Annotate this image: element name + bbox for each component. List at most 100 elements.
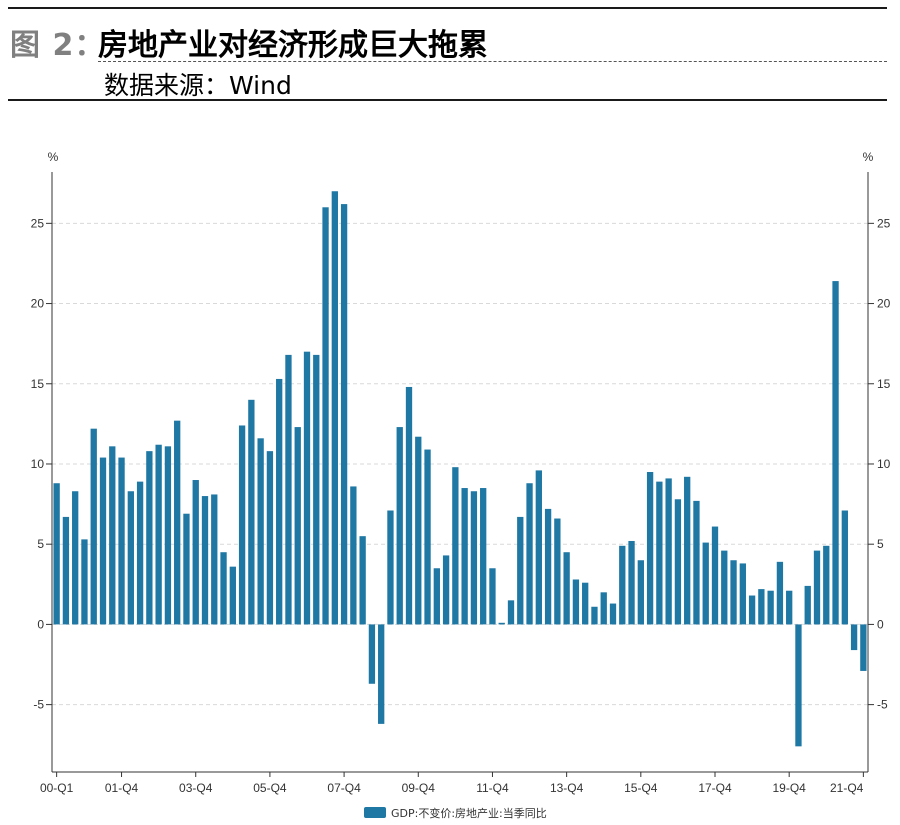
bar xyxy=(554,518,561,625)
y-tick-label-right: 10 xyxy=(877,457,891,471)
figure-title: 房地产业对经济形成巨大拖累 xyxy=(98,28,488,63)
bar xyxy=(62,516,70,625)
y-tick-label-right: 0 xyxy=(877,617,884,631)
bar xyxy=(860,624,867,671)
bar xyxy=(229,566,236,625)
bar xyxy=(748,595,756,625)
bar xyxy=(405,386,413,625)
legend-swatch xyxy=(364,807,386,818)
bar xyxy=(424,449,431,625)
bar xyxy=(619,545,626,625)
bar xyxy=(795,624,802,747)
bar xyxy=(294,427,301,625)
left-unit-label: % xyxy=(48,150,59,164)
bar xyxy=(276,378,283,625)
bar xyxy=(665,478,672,625)
bar xyxy=(609,603,617,625)
bar xyxy=(192,480,199,625)
bar xyxy=(322,207,329,625)
bar xyxy=(164,446,172,625)
x-tick-label: 15-Q4 xyxy=(624,781,658,795)
bar xyxy=(90,428,97,625)
y-tick-label-right: 25 xyxy=(877,216,891,230)
bar xyxy=(53,483,60,625)
data-source: 数据来源：Wind xyxy=(104,71,292,100)
y-tick-label-right: -5 xyxy=(877,698,888,712)
bar xyxy=(758,589,765,625)
y-tick-label-left: 20 xyxy=(31,297,45,311)
bar xyxy=(804,585,811,625)
bar xyxy=(220,552,227,625)
bar xyxy=(628,540,635,625)
bar xyxy=(183,513,190,625)
bar xyxy=(470,491,478,625)
bar xyxy=(702,542,709,625)
bar xyxy=(739,563,746,625)
y-tick-label-right: 5 xyxy=(877,537,884,551)
bar xyxy=(582,582,589,625)
y-tick-label-left: 25 xyxy=(31,216,45,230)
y-tick-label-left: 0 xyxy=(37,617,44,631)
x-tick-label: 01-Q4 xyxy=(105,781,139,795)
y-tick-label-right: 15 xyxy=(877,377,891,391)
bar xyxy=(396,427,403,625)
bar xyxy=(303,351,311,625)
bar xyxy=(656,481,663,625)
bar xyxy=(452,467,459,625)
bar xyxy=(146,451,153,625)
bar xyxy=(767,590,774,625)
bar xyxy=(637,560,644,625)
bar xyxy=(313,354,320,625)
bar xyxy=(99,457,107,625)
bar xyxy=(489,568,496,625)
bar xyxy=(498,622,505,625)
figure-label: 图 2： xyxy=(10,28,106,63)
bar xyxy=(674,499,682,625)
bar xyxy=(850,624,858,651)
bar xyxy=(693,500,700,625)
right-unit-label: % xyxy=(863,150,874,164)
y-ticks: -5 -5 0 0 5 5 10 10 15 15 20 20 25 25 xyxy=(31,216,891,711)
bar xyxy=(517,516,524,625)
bar xyxy=(563,552,570,625)
bar xyxy=(711,526,719,625)
x-tick-label: 00-Q1 xyxy=(40,781,74,795)
bar xyxy=(359,536,366,625)
bar xyxy=(266,451,274,625)
bar xyxy=(72,491,79,625)
bar xyxy=(331,191,338,625)
bar xyxy=(350,486,357,625)
bar xyxy=(442,555,450,625)
bar xyxy=(174,420,181,625)
bar xyxy=(368,624,376,684)
bar xyxy=(248,399,255,625)
x-ticks: 00-Q1 01-Q4 03-Q4 05-Q4 07-Q4 09-Q4 11-Q4 13-Q4… xyxy=(40,772,864,795)
y-tick-label-right: 20 xyxy=(877,297,891,311)
x-tick-label: 07-Q4 xyxy=(327,781,361,795)
bar xyxy=(285,354,292,625)
bar xyxy=(340,204,348,625)
x-tick-label: 11-Q4 xyxy=(476,781,509,795)
bar xyxy=(786,590,793,625)
bar xyxy=(201,496,209,625)
x-tick-label: 13-Q4 xyxy=(550,781,584,795)
x-tick-label: 09-Q4 xyxy=(402,781,436,795)
bar xyxy=(136,481,144,625)
bar xyxy=(646,472,654,625)
x-tick-label: 19-Q4 xyxy=(773,781,807,795)
bar xyxy=(591,606,598,625)
y-tick-label-left: 10 xyxy=(31,457,45,471)
bar xyxy=(813,550,821,625)
bar xyxy=(461,488,468,625)
bar xyxy=(480,488,487,625)
bar xyxy=(507,600,515,625)
x-tick-label: 05-Q4 xyxy=(253,781,287,795)
bar xyxy=(127,491,134,625)
y-tick-label-left: 5 xyxy=(37,537,44,551)
y-tick-label-left: 15 xyxy=(31,377,45,391)
bar xyxy=(211,494,218,625)
bar xyxy=(118,457,125,625)
bar xyxy=(730,560,737,625)
x-tick-label: 03-Q4 xyxy=(179,781,213,795)
